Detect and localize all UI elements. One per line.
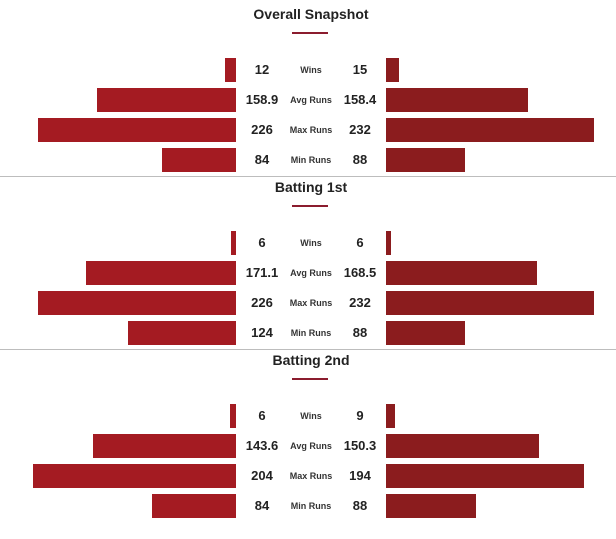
stat-row: 226 Max Runs 232	[0, 118, 616, 142]
left-bar	[231, 231, 236, 255]
left-bar	[33, 464, 236, 488]
stat-row: 204 Max Runs 194	[0, 464, 616, 488]
left-bar	[38, 118, 236, 142]
metric-label: Max Runs	[289, 298, 333, 308]
left-value: 124	[251, 325, 273, 340]
title-underline	[292, 32, 328, 34]
section-divider	[0, 349, 616, 350]
title-underline	[292, 378, 328, 380]
right-bar	[386, 434, 539, 458]
stat-row: 143.6 Avg Runs 150.3	[0, 434, 616, 458]
stat-row: 158.9 Avg Runs 158.4	[0, 88, 616, 112]
right-value: 232	[349, 295, 371, 310]
left-bar	[225, 58, 236, 82]
metric-label: Wins	[300, 411, 322, 421]
right-value: 158.4	[343, 92, 377, 107]
left-value: 84	[254, 152, 270, 167]
left-value: 226	[251, 295, 273, 310]
left-value: 84	[254, 498, 270, 513]
stat-row: 226 Max Runs 232	[0, 291, 616, 315]
left-value: 158.9	[245, 92, 279, 107]
title-underline	[292, 205, 328, 207]
section-title: Overall Snapshot	[253, 6, 369, 22]
metric-label: Wins	[300, 65, 322, 75]
right-value: 15	[352, 62, 368, 77]
right-value: 168.5	[343, 265, 377, 280]
right-bar	[386, 404, 395, 428]
right-bar	[386, 58, 399, 82]
right-value: 88	[352, 152, 368, 167]
left-bar	[38, 291, 236, 315]
left-bar	[230, 404, 236, 428]
stat-row: 171.1 Avg Runs 168.5	[0, 261, 616, 285]
right-bar	[386, 464, 584, 488]
stat-row: 124 Min Runs 88	[0, 321, 616, 345]
stat-row: 84 Min Runs 88	[0, 148, 616, 172]
stat-row: 12 Wins 15	[0, 58, 616, 82]
metric-label: Max Runs	[289, 471, 333, 481]
left-bar	[162, 148, 236, 172]
right-bar	[386, 148, 465, 172]
metric-label: Avg Runs	[290, 95, 332, 105]
left-bar	[97, 88, 236, 112]
metric-label: Min Runs	[290, 155, 332, 165]
right-value: 232	[349, 122, 371, 137]
section-title: Batting 2nd	[272, 352, 350, 368]
left-value: 6	[258, 235, 266, 250]
stat-row: 84 Min Runs 88	[0, 494, 616, 518]
left-value: 226	[251, 122, 273, 137]
metric-label: Min Runs	[290, 501, 332, 511]
metric-label: Min Runs	[290, 328, 332, 338]
right-value: 9	[356, 408, 364, 423]
right-bar	[386, 321, 465, 345]
right-bar	[386, 231, 391, 255]
right-bar	[386, 118, 594, 142]
left-value: 143.6	[245, 438, 279, 453]
metric-label: Avg Runs	[290, 268, 332, 278]
right-bar	[386, 291, 594, 315]
right-bar	[386, 261, 537, 285]
left-bar	[86, 261, 236, 285]
left-value: 12	[254, 62, 270, 77]
stat-row: 6 Wins 9	[0, 404, 616, 428]
right-value: 194	[349, 468, 371, 483]
metric-label: Wins	[300, 238, 322, 248]
right-bar	[386, 494, 476, 518]
right-value: 88	[352, 498, 368, 513]
right-bar	[386, 88, 528, 112]
right-value: 88	[352, 325, 368, 340]
left-value: 6	[258, 408, 266, 423]
left-value: 171.1	[245, 265, 279, 280]
left-bar	[128, 321, 236, 345]
stat-row: 6 Wins 6	[0, 231, 616, 255]
metric-label: Avg Runs	[290, 441, 332, 451]
left-value: 204	[251, 468, 273, 483]
metric-label: Max Runs	[289, 125, 333, 135]
section-title: Batting 1st	[274, 179, 348, 195]
left-bar	[152, 494, 236, 518]
left-bar	[93, 434, 236, 458]
section-divider	[0, 176, 616, 177]
right-value: 6	[356, 235, 364, 250]
right-value: 150.3	[343, 438, 377, 453]
